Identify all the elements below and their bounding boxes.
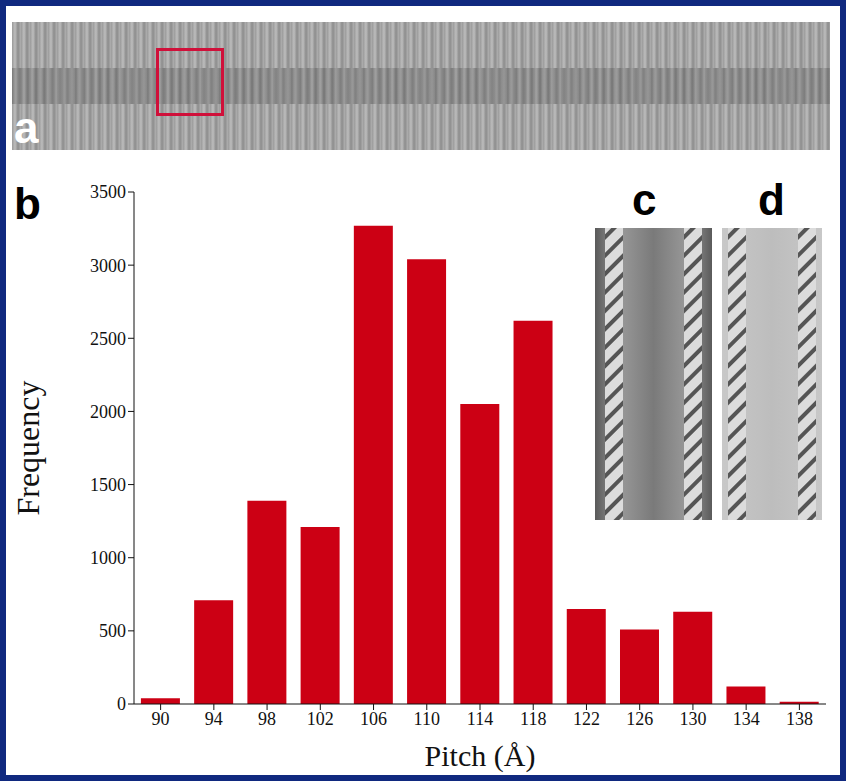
svg-text:90: 90 [152, 709, 170, 729]
svg-text:118: 118 [520, 709, 546, 729]
svg-text:138: 138 [786, 709, 813, 729]
svg-text:130: 130 [679, 709, 706, 729]
html-text:b: b [14, 179, 41, 228]
html-text:d: d [758, 175, 785, 224]
svg-text:114: 114 [467, 709, 493, 729]
svg-text:Pitch (Å): Pitch (Å) [425, 739, 536, 773]
svg-text:106: 106 [360, 709, 387, 729]
svg-text:0: 0 [117, 694, 126, 714]
svg-text:500: 500 [99, 621, 126, 641]
svg-text:Frequency: Frequency [10, 380, 46, 515]
svg-text:3000: 3000 [90, 256, 126, 276]
html-text:c: c [632, 175, 657, 224]
html-text:a: a [14, 103, 39, 152]
svg-text:122: 122 [573, 709, 600, 729]
svg-text:134: 134 [733, 709, 760, 729]
svg-text:98: 98 [258, 709, 276, 729]
svg-text:102: 102 [307, 709, 334, 729]
svg-text:2500: 2500 [90, 329, 126, 349]
svg-text:1000: 1000 [90, 548, 126, 568]
svg-text:126: 126 [626, 709, 653, 729]
svg-text:110: 110 [414, 709, 440, 729]
svg-text:1500: 1500 [90, 475, 126, 495]
svg-text:2000: 2000 [90, 402, 126, 422]
svg-text:94: 94 [205, 709, 223, 729]
svg-text:3500: 3500 [90, 182, 126, 202]
